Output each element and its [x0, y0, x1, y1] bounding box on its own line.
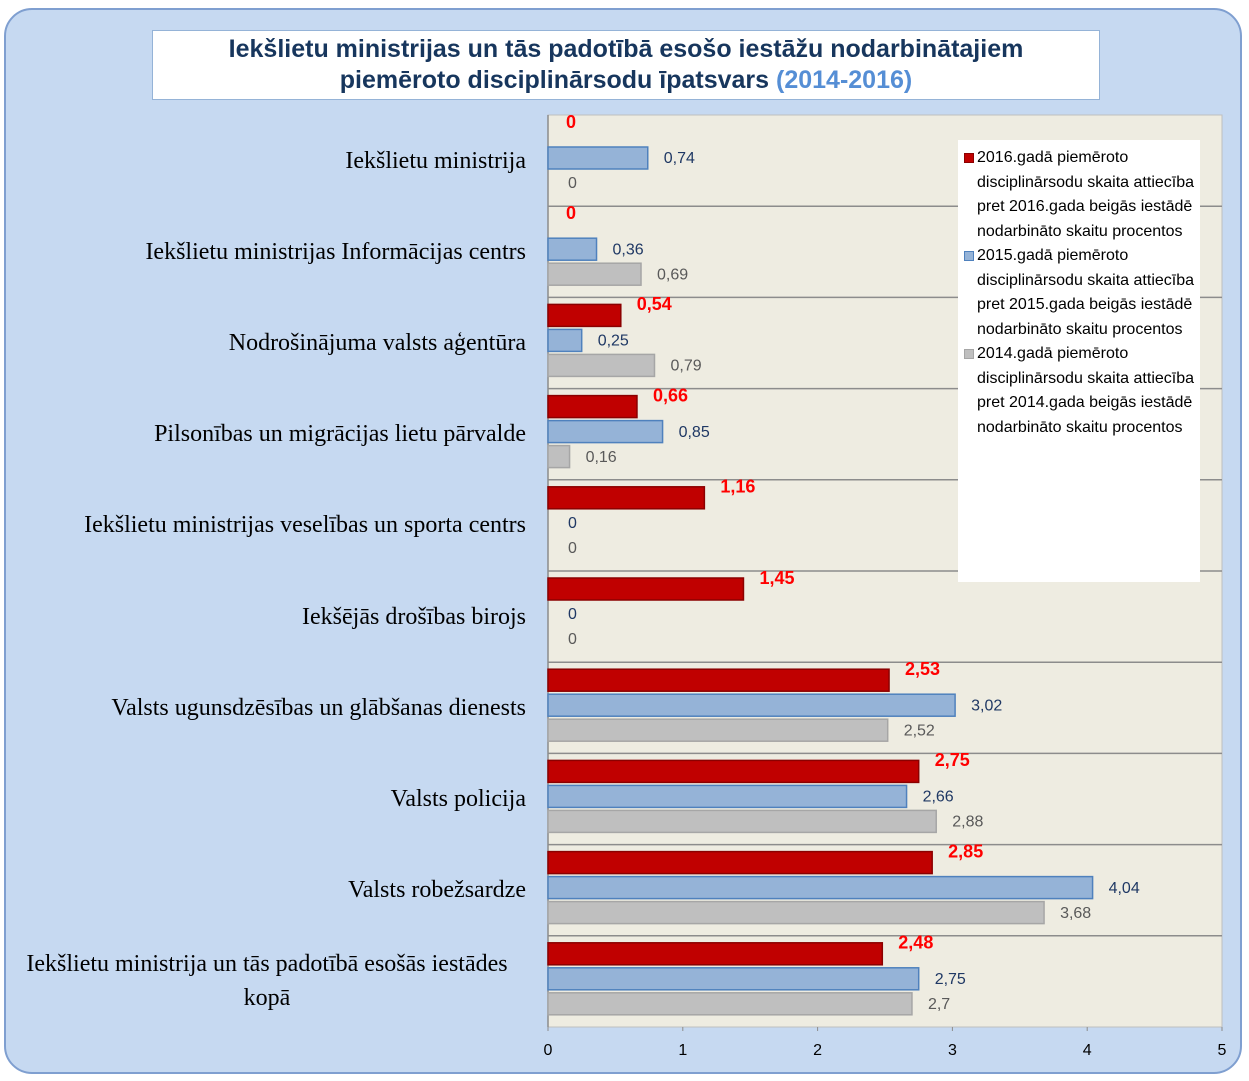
category-text: Iekšlietu ministrija	[345, 147, 526, 174]
value-label: 0,36	[613, 241, 644, 258]
bar	[547, 718, 889, 742]
value-label: 0	[568, 175, 577, 192]
value-label: 4,04	[1109, 880, 1140, 897]
x-tick-label: 2	[813, 1042, 822, 1059]
category-label: Iekšējās drošības birojs	[8, 571, 526, 662]
value-label: 0,54	[637, 294, 672, 314]
title-period: (2014-2016)	[776, 66, 913, 94]
value-label: 2,53	[905, 659, 940, 679]
bar	[547, 942, 884, 966]
category-label: Pilsonības un migrācijas lietu pārvalde	[8, 389, 526, 480]
title-line: Iekšlietu ministrijas un tās padotībā es…	[228, 35, 1024, 63]
value-label: 2,88	[952, 814, 983, 831]
category-text: Pilsonības un migrācijas lietu pārvalde	[154, 421, 526, 448]
legend-item: 2016.gadā piemēroto disciplinārsodu skai…	[964, 146, 1196, 244]
value-label: 3,68	[1060, 905, 1091, 922]
bar	[547, 577, 745, 601]
bar	[547, 486, 706, 510]
x-tick-label: 1	[678, 1042, 687, 1059]
bar	[547, 146, 649, 170]
category-text: Iekšlietu ministrijas veselības un sport…	[84, 512, 526, 539]
legend: 2016.gadā piemēroto disciplinārsodu skai…	[958, 140, 1200, 582]
value-label: 0	[568, 515, 577, 532]
bar	[547, 809, 937, 834]
category-label: Valsts ugunsdzēsības un glābšanas dienes…	[8, 662, 526, 753]
value-label: 0,69	[657, 266, 688, 283]
category-label: Iekšlietu ministrijas Informācijas centr…	[8, 206, 526, 297]
category-label: Iekšlietu ministrijas veselības un sport…	[8, 480, 526, 571]
value-label: 2,85	[948, 841, 983, 861]
bar	[547, 262, 642, 286]
value-label: 0	[568, 540, 577, 557]
category-text: Iekšlietu ministrijas Informācijas centr…	[145, 238, 526, 265]
value-label: 0,25	[598, 333, 629, 350]
bar	[547, 303, 622, 328]
x-tick-label: 0	[544, 1042, 553, 1059]
legend-swatch	[964, 153, 974, 163]
bar	[547, 967, 920, 991]
category-text: Valsts robežsardze	[348, 877, 526, 904]
bar	[547, 875, 1094, 900]
category-label: Valsts policija	[8, 753, 526, 844]
legend-text: 2015.gadā piemēroto disciplinārsodu skai…	[977, 247, 1195, 338]
x-tick-label: 5	[1218, 1042, 1227, 1059]
value-label: 0	[566, 203, 576, 223]
value-label: 0,85	[679, 424, 710, 441]
value-label: 2,75	[935, 971, 966, 988]
legend-text: 2016.gadā piemēroto disciplinārsodu skai…	[977, 149, 1195, 240]
value-label: 2,52	[904, 722, 935, 739]
legend-item: 2015.gadā piemēroto disciplinārsodu skai…	[964, 244, 1196, 342]
bar	[547, 353, 656, 378]
value-label: 0	[568, 631, 577, 648]
x-tick-label: 3	[948, 1042, 957, 1059]
bar	[547, 850, 933, 875]
value-label: 2,66	[923, 789, 954, 806]
bar	[547, 759, 920, 784]
category-text: Nodrošinājuma valsts aģentūra	[228, 329, 526, 356]
value-label: 1,45	[759, 568, 794, 588]
category-text: Valsts ugunsdzēsības un glābšanas dienes…	[111, 694, 526, 721]
legend-text: 2014.gadā piemēroto disciplinārsodu skai…	[977, 345, 1195, 436]
category-label: Nodrošinājuma valsts aģentūra	[8, 297, 526, 388]
chart-title: Iekšlietu ministrijas un tās padotībā es…	[152, 30, 1100, 100]
bar	[547, 394, 638, 419]
bar	[547, 444, 571, 469]
value-label: 0,79	[670, 358, 701, 375]
value-label: 2,7	[928, 996, 950, 1013]
value-label: 3,02	[971, 697, 1002, 714]
legend-swatch	[964, 349, 974, 359]
bar	[547, 668, 890, 692]
bar	[547, 328, 583, 353]
category-label: Iekšlietu ministrija	[8, 115, 526, 206]
title-line: piemēroto disciplinārsodu īpatsvars	[339, 66, 770, 94]
value-label: 2,75	[935, 750, 970, 770]
bar	[547, 237, 598, 261]
legend-swatch	[964, 251, 974, 261]
bar	[547, 419, 664, 444]
bar	[547, 693, 956, 717]
value-label: 0	[566, 112, 576, 132]
value-label: 2,48	[898, 933, 933, 953]
bar	[547, 992, 913, 1016]
value-label: 0	[568, 606, 577, 623]
value-label: 1,16	[720, 477, 755, 497]
bar	[547, 784, 908, 809]
category-text: Valsts policija	[390, 785, 526, 812]
category-text: Iekšlietu ministrija un tās padotībā eso…	[26, 951, 508, 1012]
category-label: Valsts robežsardze	[8, 845, 526, 936]
value-label: 0,66	[653, 385, 688, 405]
category-label: Iekšlietu ministrija un tās padotībā eso…	[8, 936, 526, 1027]
legend-item: 2014.gadā piemēroto disciplinārsodu skai…	[964, 342, 1196, 440]
value-label: 0,74	[664, 150, 695, 167]
category-text: Iekšējās drošības birojs	[302, 603, 526, 630]
value-label: 0,16	[586, 449, 617, 466]
x-tick-label: 4	[1083, 1042, 1092, 1059]
bar	[547, 900, 1045, 925]
